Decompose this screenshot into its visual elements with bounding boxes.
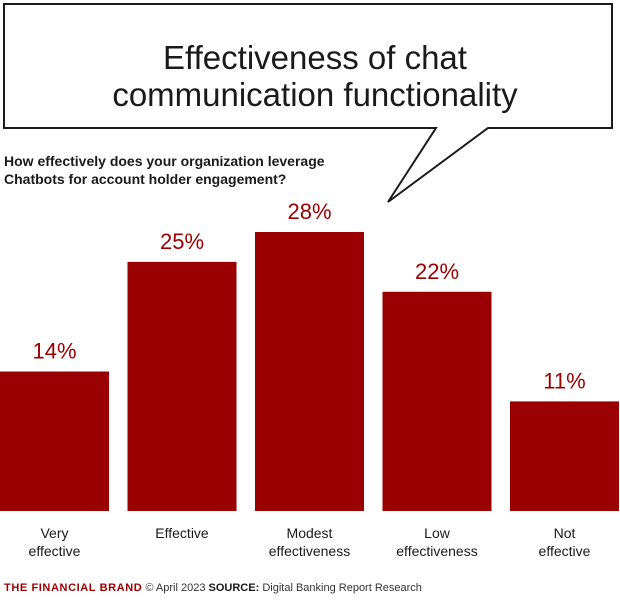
bar-1 bbox=[127, 261, 237, 511]
footer-date: © April 2023 bbox=[145, 582, 206, 594]
source-text: Digital Banking Report Research bbox=[262, 582, 422, 594]
bar-4 bbox=[510, 401, 619, 511]
chart-title-line-2: communication functionality bbox=[112, 76, 518, 113]
category-label-2-line-1: Modest bbox=[287, 525, 333, 541]
survey-question-line-2: Chatbots for account holder engagement? bbox=[4, 171, 287, 187]
survey-question-line-1: How effectively does your organization l… bbox=[4, 153, 325, 169]
category-label-4-line-2: effective bbox=[539, 543, 591, 559]
bar-2 bbox=[255, 232, 364, 511]
bar-value-label-4: 11% bbox=[543, 368, 585, 393]
category-label-0-line-2: effective bbox=[29, 543, 81, 559]
source-label: SOURCE: bbox=[208, 582, 260, 594]
category-label-0-line-1: Very bbox=[40, 525, 68, 541]
chart-title-line-1: Effectiveness of chat bbox=[163, 39, 467, 76]
category-label-3-line-2: effectiveness bbox=[396, 543, 477, 559]
speech-bubble bbox=[3, 3, 613, 203]
brand-logo-text: THE FINANCIAL BRAND bbox=[4, 582, 143, 594]
bar-value-label-3: 22% bbox=[415, 259, 459, 284]
speech-bubble-outline bbox=[3, 3, 613, 203]
bar-value-label-0: 14% bbox=[32, 339, 76, 364]
category-label-1-line-1: Effective bbox=[155, 525, 209, 541]
category-label-4-line-1: Not bbox=[554, 525, 576, 541]
footer-credit: THE FINANCIAL BRAND © April 2023 SOURCE:… bbox=[4, 581, 422, 595]
bar-0 bbox=[0, 371, 109, 511]
bar-3 bbox=[382, 291, 492, 511]
bar-value-label-1: 25% bbox=[160, 229, 204, 254]
category-label-3-line-1: Low bbox=[424, 525, 451, 541]
category-label-2-line-2: effectiveness bbox=[269, 543, 350, 559]
bar-value-label-2: 28% bbox=[287, 199, 331, 224]
